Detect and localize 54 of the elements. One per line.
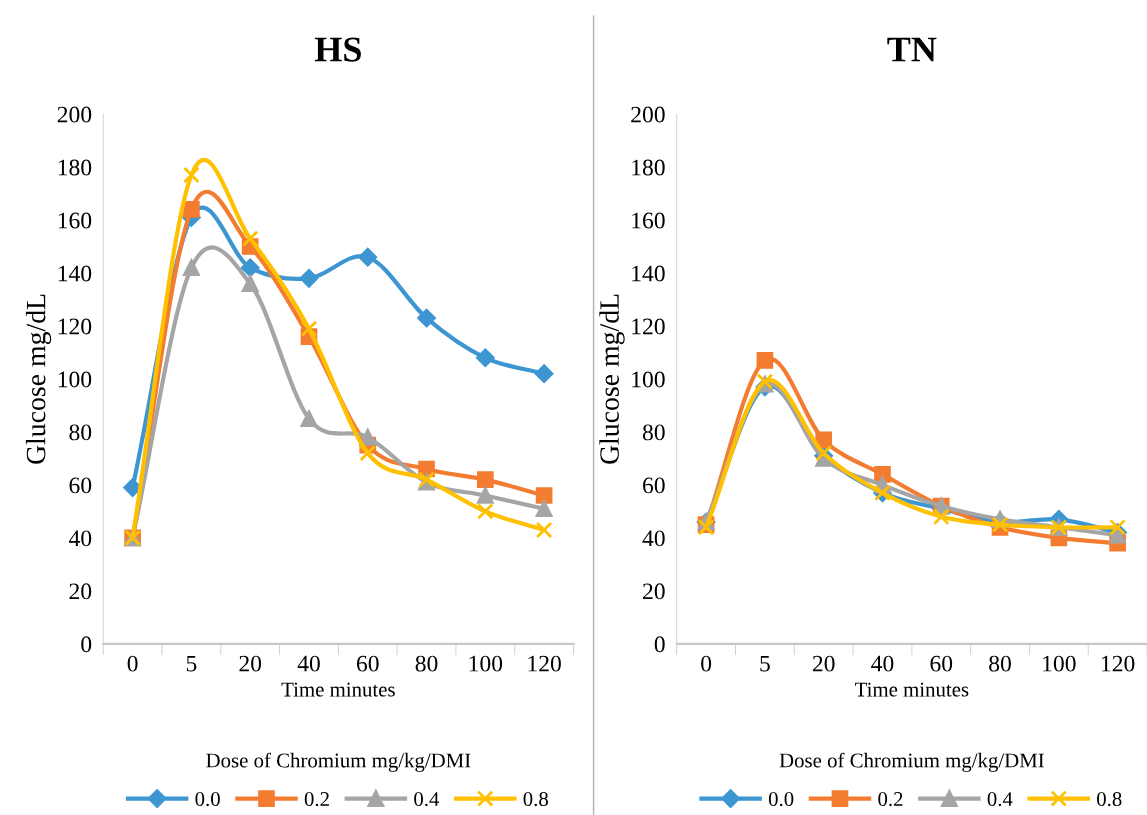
x-tick-label: 5: [760, 655, 770, 672]
legend-label: 0.0: [768, 791, 794, 807]
legend-label: 0.2: [304, 791, 329, 807]
y-tick-label: 60: [643, 477, 665, 494]
y-tick-label: 180: [58, 159, 92, 176]
x-tick-label: 0: [127, 655, 138, 672]
legend-label: 0.4: [414, 791, 440, 807]
y-tick-label: 140: [632, 265, 665, 282]
y-tick-label: 140: [58, 265, 92, 282]
legend-label: 0.0: [195, 791, 220, 807]
y-tick-label: 120: [632, 318, 665, 335]
y-axis-title: Glucose mg/dL: [599, 294, 625, 464]
legend-label: 0.8: [523, 791, 548, 807]
y-tick-label: 60: [69, 477, 92, 494]
legend-label: 0.4: [987, 791, 1013, 807]
y-tick-label: 180: [632, 159, 665, 176]
x-tick-label: 20: [239, 655, 262, 672]
x-tick-label: 80: [415, 655, 438, 672]
legend-title: Dose of Chromium mg/kg/DMI: [779, 752, 1044, 772]
y-tick-label: 0: [81, 636, 92, 653]
y-tick-label: 200: [631, 106, 665, 123]
x-tick-label: 120: [528, 655, 561, 672]
y-tick-label: 80: [69, 424, 92, 441]
x-tick-label: 5: [186, 655, 197, 672]
y-tick-label: 120: [58, 318, 92, 335]
y-tick-label: 160: [58, 212, 92, 229]
y-tick-label: 40: [642, 530, 665, 547]
y-tick-label: 20: [643, 583, 665, 600]
y-tick-label: 160: [632, 212, 665, 229]
y-tick-label: 200: [57, 106, 92, 123]
y-tick-label: 40: [68, 530, 92, 547]
y-tick-label: 80: [642, 424, 665, 441]
y-axis-title: Glucose mg/dL: [25, 294, 52, 464]
x-tick-label: 100: [1043, 655, 1076, 672]
x-tick-label: 20: [812, 655, 835, 672]
legend-label: 0.2: [878, 791, 903, 807]
chart-title: TN: [887, 37, 937, 62]
legend-title: Dose of Chromium mg/kg/DMI: [206, 752, 471, 772]
x-tick-label: 60: [930, 655, 953, 672]
x-tick-label: 60: [356, 655, 379, 672]
chart-title: HS: [314, 37, 361, 62]
x-tick-label: 80: [989, 655, 1011, 672]
x-tick-label: 40: [297, 655, 320, 672]
x-tick-label: 40: [871, 655, 894, 672]
y-tick-label: 0: [654, 636, 665, 653]
y-tick-label: 100: [58, 371, 92, 388]
legend-label: 0.8: [1097, 791, 1122, 807]
x-tick-label: 120: [1101, 655, 1135, 672]
x-axis-title: Time minutes: [281, 682, 395, 697]
x-tick-label: 100: [469, 655, 503, 672]
y-tick-label: 20: [69, 583, 92, 600]
x-axis-title: Time minutes: [855, 682, 969, 697]
y-tick-label: 100: [632, 371, 665, 388]
x-tick-label: 0: [701, 655, 712, 672]
